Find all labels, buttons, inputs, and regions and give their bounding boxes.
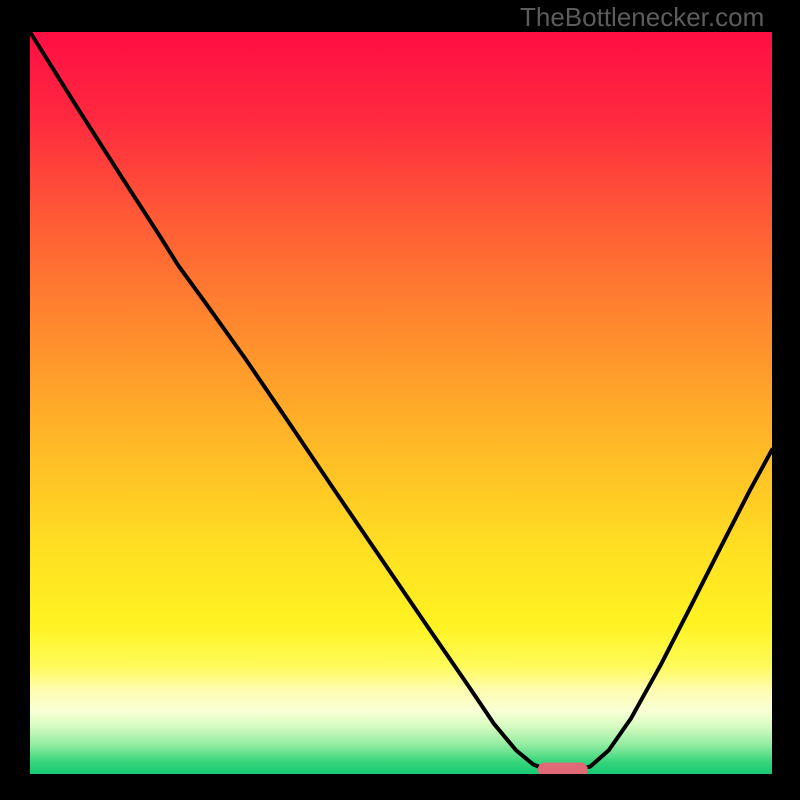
watermark-text: TheBottlenecker.com: [520, 2, 764, 33]
gradient-plot: [30, 32, 772, 774]
figure-frame: TheBottlenecker.com: [0, 0, 800, 800]
plot-svg: [30, 32, 772, 774]
optimum-marker: [538, 763, 588, 774]
